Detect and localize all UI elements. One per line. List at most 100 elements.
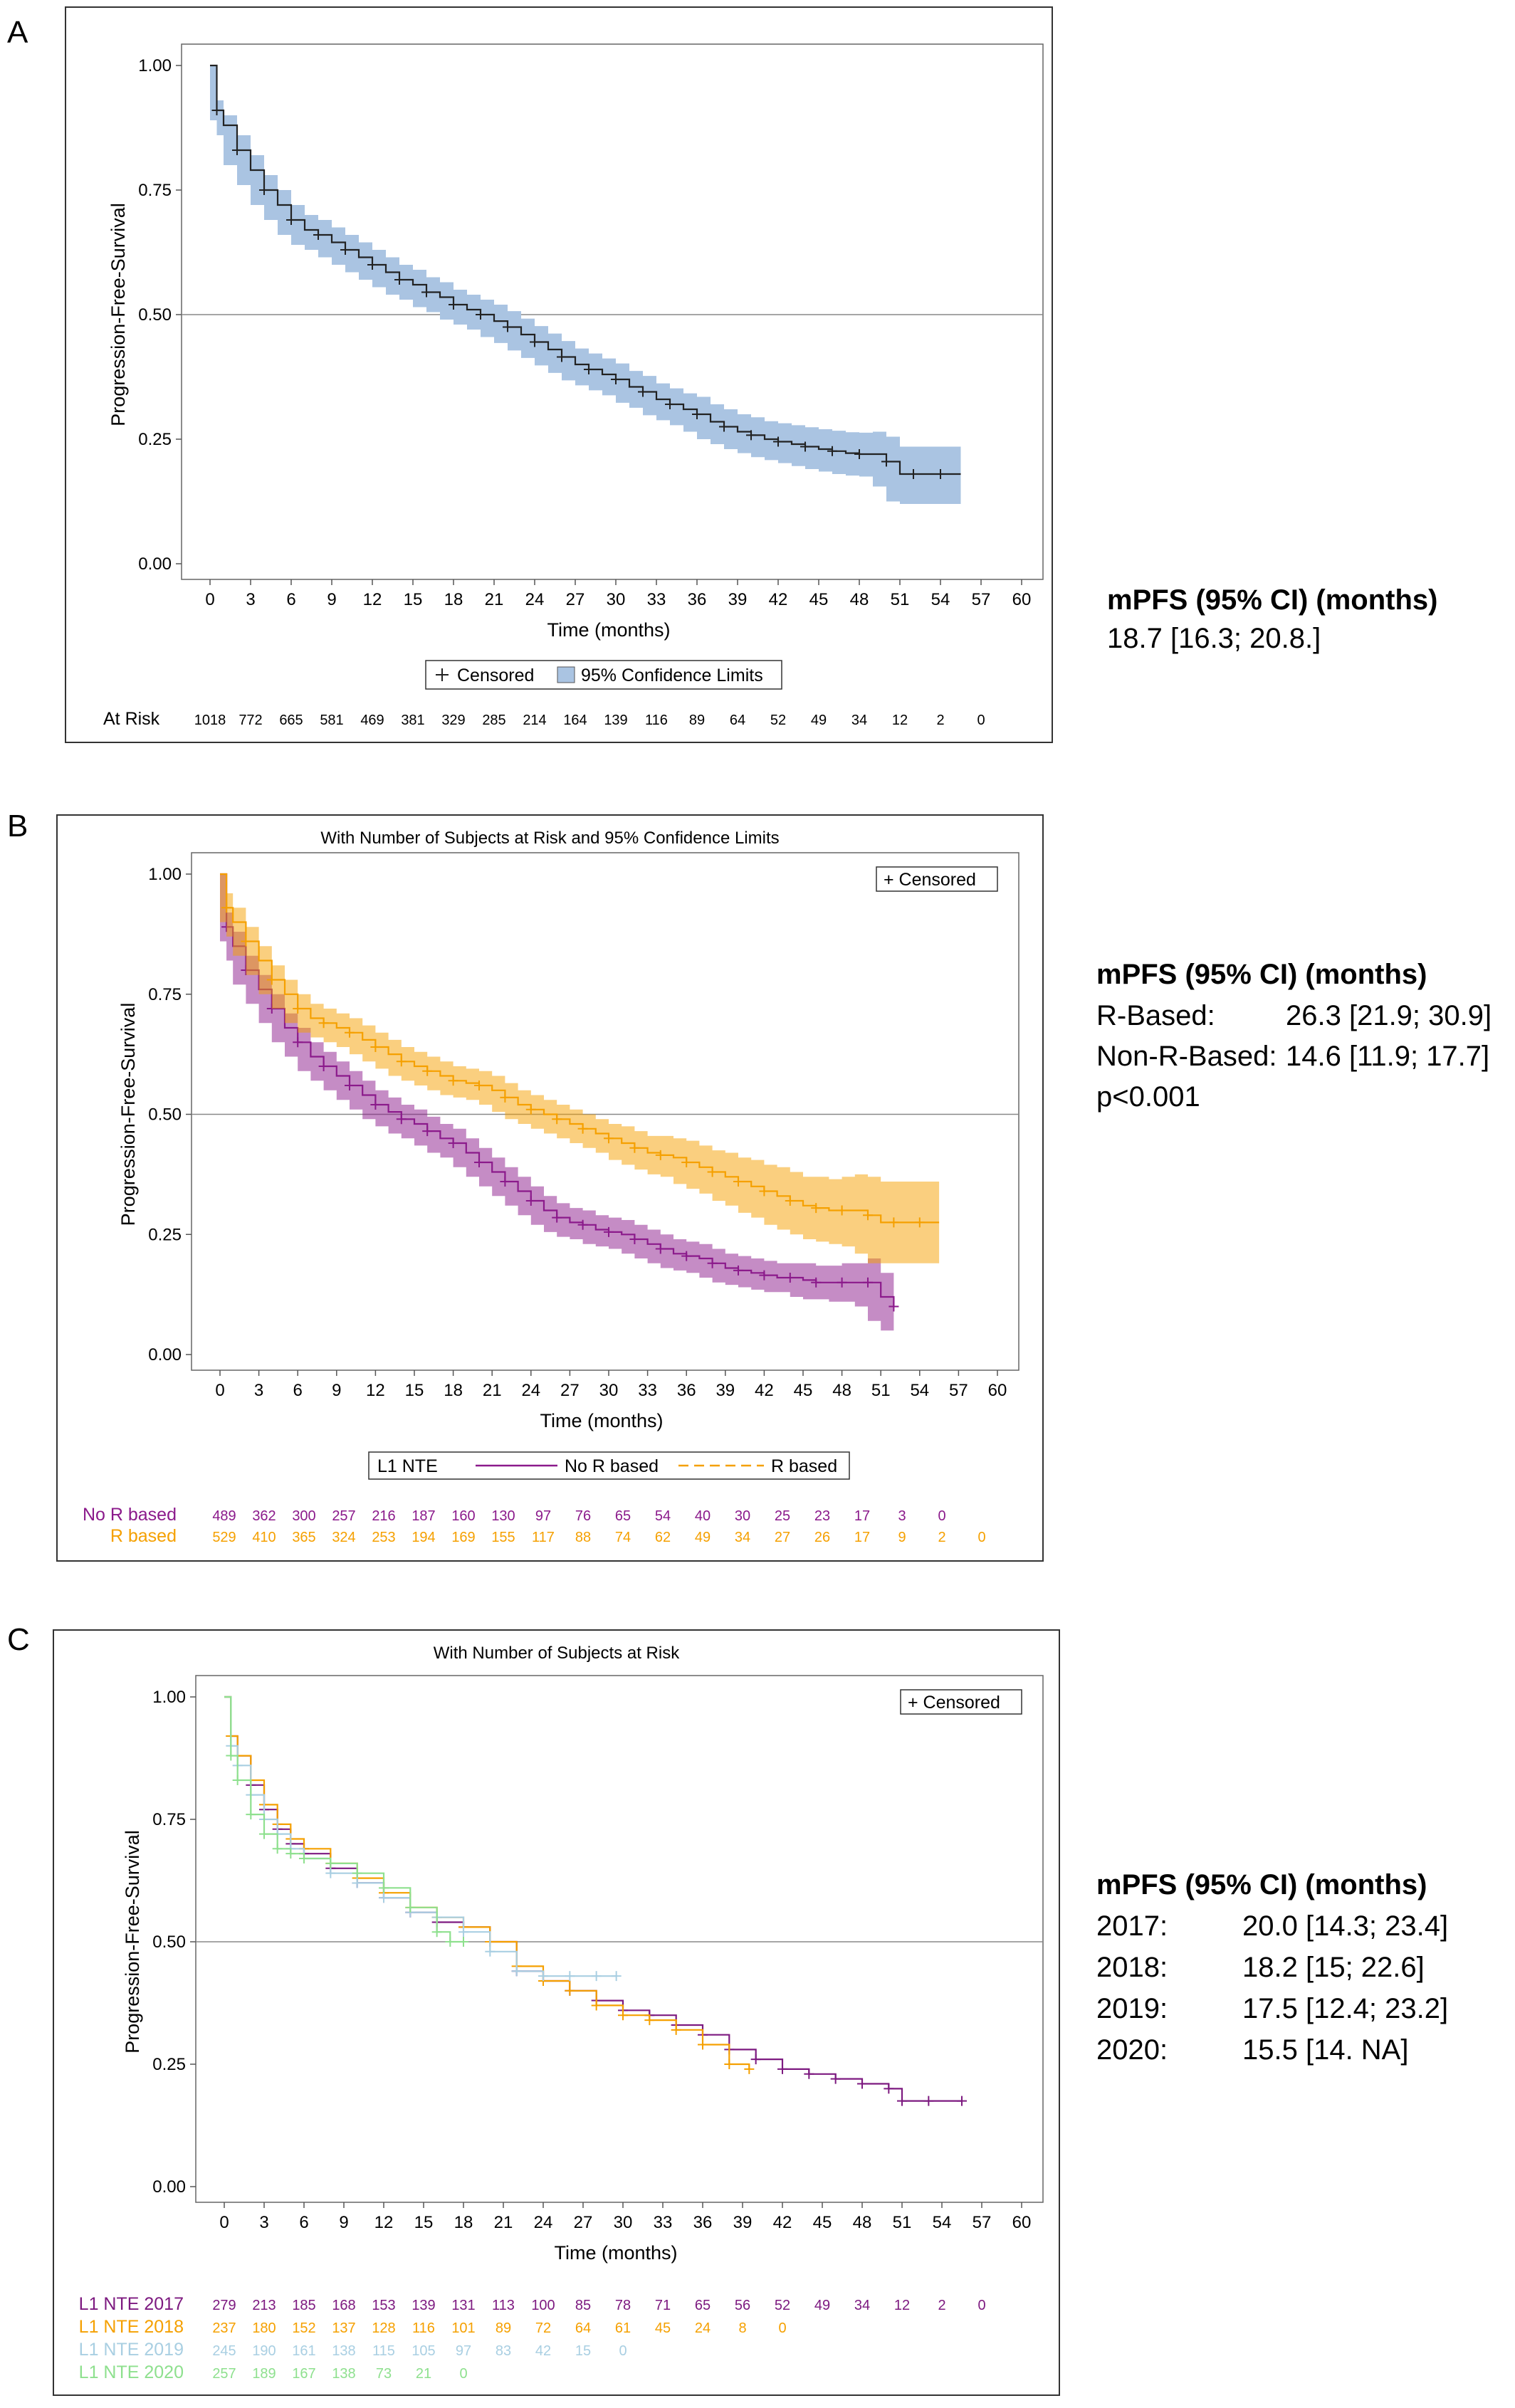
x-tick-label: 0 <box>205 590 214 609</box>
survival-curve <box>224 1695 617 1977</box>
censor-mark <box>863 1277 873 1288</box>
at-risk-count: 362 <box>252 1508 276 1524</box>
at-risk-count: 469 <box>360 713 384 728</box>
x-tick-label: 24 <box>525 590 545 609</box>
mpfs-block-c: mPFS (95% CI) (months) 2017: 20.0 [14.3;… <box>1096 1869 1448 2066</box>
at-risk-count: 65 <box>615 1508 631 1524</box>
y-axis-label: Progression-Free-Survival <box>122 1830 143 2054</box>
at-risk-count: 89 <box>496 2320 511 2336</box>
censor-mark <box>565 1985 575 1996</box>
x-tick-label: 27 <box>566 590 585 609</box>
censor-mark <box>293 1037 303 1048</box>
x-tick-label: 51 <box>871 1381 891 1400</box>
x-tick-label: 6 <box>293 1381 303 1400</box>
at-risk-count: 78 <box>615 2298 631 2313</box>
censor-mark <box>379 1883 389 1893</box>
plot-area <box>181 43 1044 580</box>
censor-mark <box>811 1203 822 1214</box>
at-risk-count: 27 <box>775 1530 790 1545</box>
censor-mark <box>370 1042 381 1052</box>
censor-mark <box>707 1167 718 1177</box>
x-tick-label: 48 <box>850 590 869 609</box>
x-tick-label: 60 <box>1012 2213 1032 2232</box>
at-risk-count: 581 <box>320 713 343 728</box>
chart-title: With Number of Subjects at Risk <box>434 1644 680 1663</box>
mpfs-row-label: Non-R-Based: <box>1096 1041 1277 1072</box>
x-tick-label: 48 <box>832 1381 851 1400</box>
at-risk-count: 113 <box>492 2298 515 2313</box>
panel-frame <box>65 6 1053 743</box>
censor-mark <box>259 1829 269 1839</box>
at-risk-count: 8 <box>738 2320 746 2336</box>
censor-mark <box>422 1066 433 1076</box>
x-tick-label: 27 <box>574 2213 593 2232</box>
censor-mark <box>476 310 486 320</box>
censor-mark <box>485 1946 496 1957</box>
y-tick-label: 0.25 <box>152 2055 186 2074</box>
panel-letter-b: B <box>7 809 28 843</box>
mpfs-title: mPFS (95% CI) (months) <box>1096 1869 1427 1900</box>
at-risk-count: 17 <box>854 1530 870 1545</box>
censor-mark <box>692 409 702 419</box>
at-risk-count: 56 <box>735 2298 750 2313</box>
censor-mark <box>591 1971 602 1982</box>
censor-mark <box>724 2059 735 2069</box>
censor-mark <box>629 1234 640 1244</box>
x-tick-label: 30 <box>614 2213 633 2232</box>
censor-mark <box>367 260 377 270</box>
censor-mark <box>286 215 296 225</box>
x-tick-label: 42 <box>769 590 788 609</box>
plot-area <box>195 1675 1044 2203</box>
censor-mark <box>884 2083 894 2094</box>
censor-mark <box>530 337 540 347</box>
censor-mark <box>211 105 222 115</box>
mpfs-row-value: 15.5 [14. NA] <box>1242 2034 1408 2066</box>
x-axis-label: Time (months) <box>540 1410 663 1431</box>
censor-mark <box>246 1809 256 1820</box>
censor-mark <box>422 1126 433 1137</box>
chart-panel-a: 0.000.250.500.751.000 3 6 9 12 15 18 21 24 27 30 33… <box>65 6 1053 743</box>
censor-mark <box>325 1868 336 1878</box>
at-risk-count: 40 <box>695 1508 711 1524</box>
chart-title: With Number of Subjects at Risk and 95% … <box>320 829 779 848</box>
panel-frame <box>56 814 1044 1562</box>
x-tick-label: 24 <box>521 1381 540 1400</box>
at-risk-count: 23 <box>814 1508 830 1524</box>
at-risk-count: 131 <box>451 2298 475 2313</box>
x-tick-label: 39 <box>728 590 748 609</box>
y-tick-label: 0.00 <box>152 2177 186 2197</box>
censor-mark <box>345 1081 355 1090</box>
at-risk-count: 24 <box>695 2320 711 2336</box>
at-risk-count: 189 <box>252 2366 276 2382</box>
x-tick-label: 60 <box>988 1381 1007 1400</box>
at-risk-count: 190 <box>252 2343 276 2359</box>
censor-mark <box>352 1868 362 1878</box>
y-tick-label: 0.25 <box>138 430 172 449</box>
at-risk-count: 2 <box>936 713 944 728</box>
x-tick-label: 36 <box>688 590 707 609</box>
at-risk-count: 65 <box>695 2298 711 2313</box>
censor-mark <box>733 1265 743 1276</box>
censor-mark <box>604 1226 614 1237</box>
at-risk-count: 9 <box>898 1530 906 1545</box>
censor-mark <box>272 1844 283 1854</box>
censor-mark <box>503 322 513 332</box>
censor-mark <box>241 936 251 947</box>
censor-mark <box>405 1902 416 1913</box>
censor-mark <box>811 1277 822 1288</box>
x-axis-label: Time (months) <box>547 619 670 641</box>
y-tick-label: 0.75 <box>148 985 182 1004</box>
at-risk-group-label: R based <box>110 1526 177 1546</box>
x-tick-label: 60 <box>1012 590 1032 609</box>
panel-letter-a: A <box>7 15 28 50</box>
censor-mark <box>837 1277 847 1288</box>
mpfs-row-label: R-Based: <box>1096 1000 1215 1031</box>
x-tick-label: 36 <box>693 2213 713 2232</box>
x-tick-label: 3 <box>246 590 255 609</box>
y-tick-label: 1.00 <box>138 56 172 75</box>
censor-mark <box>827 446 837 456</box>
x-tick-label: 12 <box>374 2213 394 2232</box>
at-risk-count: 169 <box>451 1530 475 1545</box>
mpfs-row-label: 2017: <box>1096 1910 1168 1942</box>
at-risk-count: 45 <box>655 2320 671 2336</box>
